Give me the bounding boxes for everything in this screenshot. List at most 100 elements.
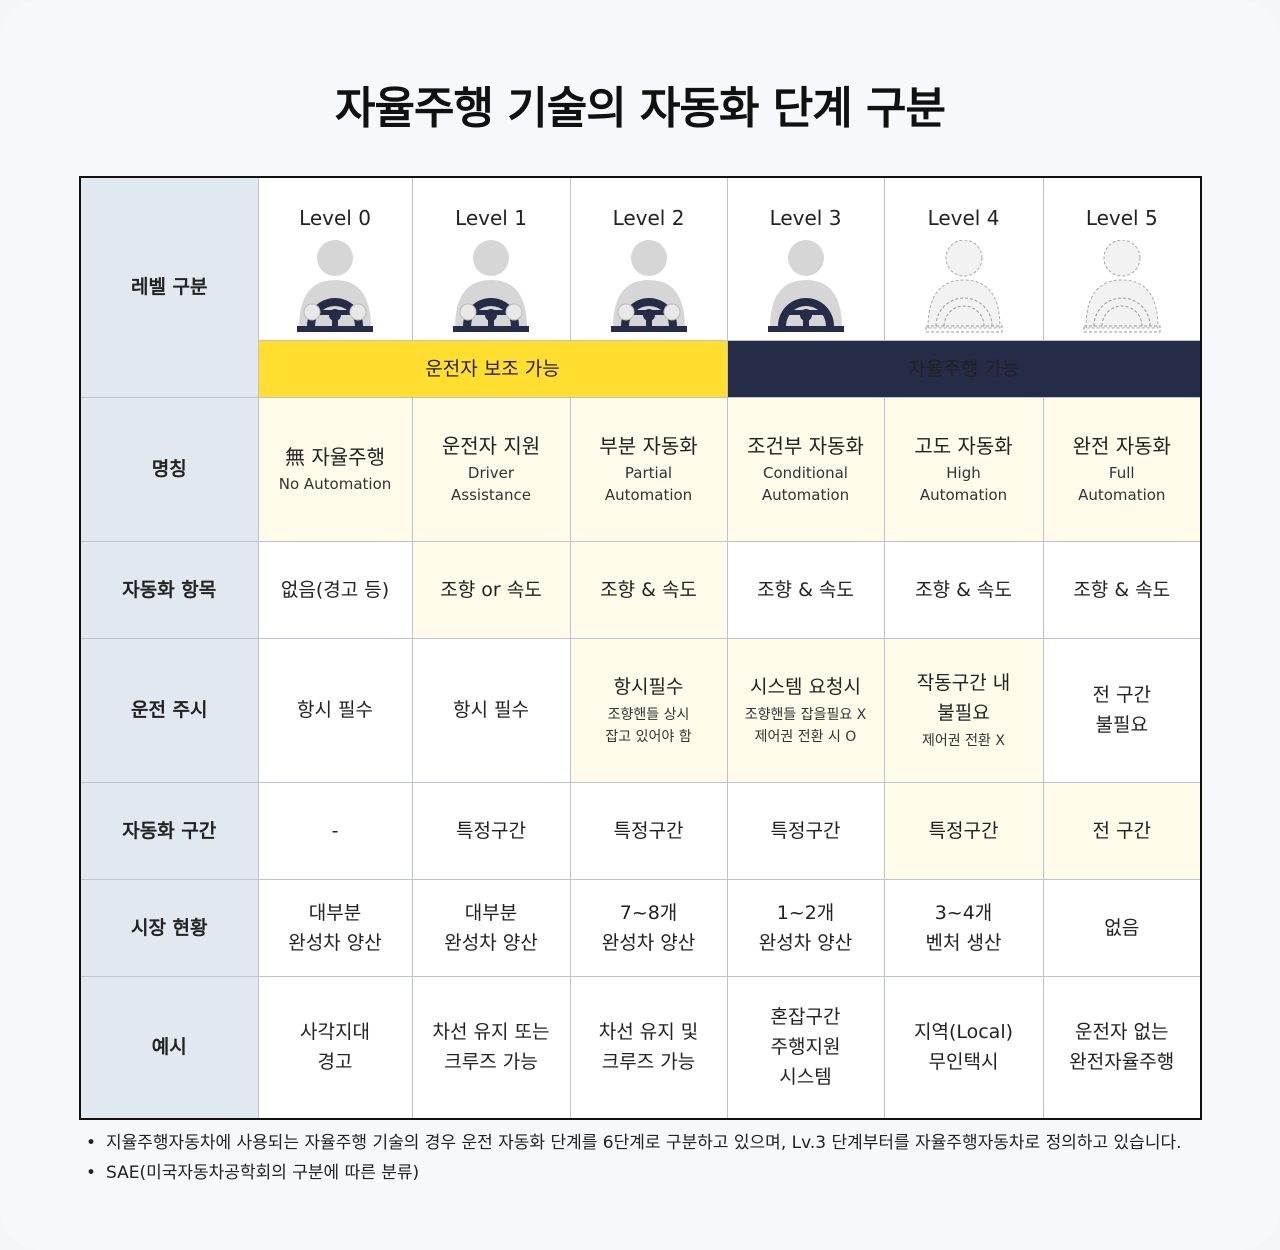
name-ko: 운전자 지원 (441, 434, 541, 458)
name-cell: 조건부 자동화 Conditional Automation (726, 396, 885, 542)
level-cell-0: Level 0 (257, 176, 413, 341)
market-line: 1~2개 (776, 901, 835, 924)
name-ko: 완전 자동화 (1072, 434, 1171, 458)
automation-item-cell: 조향 & 속도 (1042, 540, 1202, 639)
footnote-item: SAE(미국자동차공학회의 구분에 따른 분류) (86, 1158, 1206, 1188)
level-label: Level 1 (455, 205, 527, 230)
market-line: 완성차 양산 (444, 931, 538, 954)
no-driver-dashed-icon (925, 239, 1002, 333)
market-cell: 3~4개 벤처 생산 (883, 878, 1044, 977)
level-cell-3: Level 3 (726, 176, 885, 341)
row-head-monitoring: 운전 주시 (79, 637, 259, 783)
name-ko: 고도 자동화 (914, 434, 1013, 458)
name-cell: 부분 자동화 Partial Automation (569, 396, 728, 542)
section-cell: 특정구간 (726, 781, 885, 880)
automation-item-cell: 조향 & 속도 (726, 540, 885, 639)
level-label: Level 2 (612, 205, 685, 230)
monitoring-sub: 제어권 전환 시 O (754, 729, 857, 745)
name-ko: 조건부 자동화 (747, 434, 864, 458)
automation-item-cell: 조향 & 속도 (883, 540, 1044, 639)
market-line: 대부분 (308, 901, 362, 924)
example-line: 경고 (317, 1051, 353, 1074)
monitoring-sub: 잡고 있어야 함 (605, 729, 692, 745)
driver-with-wheel-icon (610, 239, 687, 332)
level-label: Level 5 (1085, 205, 1158, 230)
driver-with-wheel-icon (453, 239, 529, 332)
example-line: 무인택시 (928, 1051, 999, 1074)
market-cell: 없음 (1042, 878, 1202, 977)
page-title: 자율주행 기술의 자동화 단계 구분 (335, 83, 946, 134)
example-cell: 차선 유지 및 크루즈 가능 (569, 975, 728, 1120)
group-autonomous: 자율주행 가능 (726, 339, 1202, 398)
row-head-section: 자동화 구간 (79, 781, 259, 880)
driver-hands-free-icon (767, 239, 844, 332)
section-cell: - (257, 781, 413, 880)
example-line: 완전자율주행 (1069, 1051, 1175, 1074)
example-line: 주행지원 (770, 1036, 841, 1059)
monitoring-sub: 조향핸들 잡을필요 X (744, 707, 867, 723)
example-cell: 차선 유지 또는 크루즈 가능 (411, 975, 571, 1120)
example-line: 크루즈 가능 (601, 1051, 696, 1074)
driver-with-wheel-icon (297, 239, 373, 332)
market-cell: 대부분 완성차 양산 (411, 878, 571, 977)
name-en: No Automation (278, 475, 392, 493)
group-driver-assist: 운전자 보조 가능 (257, 339, 728, 398)
name-en: Conditional (763, 464, 848, 482)
name-en: Partial (624, 464, 673, 482)
section-cell: 특정구간 (569, 781, 728, 880)
name-en: High (946, 464, 981, 482)
market-line: 완성차 양산 (601, 931, 696, 954)
level-cell-1: Level 1 (411, 176, 571, 341)
automation-item-cell: 조향 & 속도 (569, 540, 728, 639)
example-line: 혼잡구간 (770, 1006, 841, 1029)
market-line: 없음 (1104, 916, 1140, 939)
automation-item-cell: 조향 or 속도 (411, 540, 571, 639)
monitoring-main: 작동구간 내 (916, 672, 1011, 694)
level-cell-4: Level 4 (883, 176, 1044, 341)
name-ko: 無 자율주행 (285, 445, 385, 469)
monitoring-main: 불필요 (937, 702, 990, 724)
name-en: Automation (1078, 486, 1166, 504)
name-en: Driver (467, 464, 515, 482)
name-cell: 완전 자동화 Full Automation (1042, 396, 1202, 542)
level-label: Level 0 (299, 205, 371, 230)
monitoring-main: 시스템 요청시 (750, 676, 861, 698)
name-cell: 無 자율주행 No Automation (257, 396, 413, 542)
section-cell: 특정구간 (411, 781, 571, 880)
example-line: 운전자 없는 (1075, 1021, 1169, 1044)
name-en: Assistance (451, 486, 531, 504)
monitoring-main: 전 구간 (1092, 684, 1151, 706)
example-cell: 사각지대 경고 (257, 975, 413, 1120)
footnote-item: 지율주행자동차에 사용되는 자율주행 기술의 경우 운전 자동화 단계를 6단계… (86, 1128, 1206, 1158)
section-cell: 전 구간 (1042, 781, 1202, 880)
row-head-level: 레벨 구분 (79, 176, 259, 398)
monitoring-cell: 항시 필수 (411, 637, 571, 783)
monitoring-cell: 시스템 요청시 조향핸들 잡을필요 X 제어권 전환 시 O (726, 637, 885, 783)
example-cell: 운전자 없는 완전자율주행 (1042, 975, 1202, 1120)
row-head-name: 명칭 (79, 396, 259, 542)
row-head-examples: 예시 (79, 975, 259, 1120)
monitoring-main: 불필요 (1095, 714, 1148, 736)
level-label: Level 4 (927, 205, 1000, 230)
monitoring-sub: 조향핸들 상시 (607, 707, 690, 723)
example-line: 시스템 (779, 1066, 832, 1089)
market-line: 완성차 양산 (758, 931, 853, 954)
name-ko: 부분 자동화 (599, 434, 698, 458)
name-en: Full (1108, 464, 1135, 482)
row-head-automation-items: 자동화 항목 (79, 540, 259, 639)
example-line: 차선 유지 또는 (432, 1021, 550, 1044)
market-cell: 1~2개 완성차 양산 (726, 878, 885, 977)
monitoring-cell: 항시 필수 (257, 637, 413, 783)
name-en: Automation (919, 486, 1008, 504)
monitoring-main: 항시필수 (613, 676, 684, 698)
name-cell: 고도 자동화 High Automation (883, 396, 1044, 542)
market-line: 벤처 생산 (925, 931, 1002, 954)
name-en: Automation (761, 486, 850, 504)
name-en: Automation (604, 486, 693, 504)
market-line: 7~8개 (619, 901, 678, 924)
level-label: Level 3 (769, 205, 842, 230)
market-line: 완성차 양산 (288, 931, 382, 954)
row-head-market: 시장 현황 (79, 878, 259, 977)
example-line: 지역(Local) (913, 1021, 1014, 1044)
market-line: 대부분 (464, 901, 518, 924)
